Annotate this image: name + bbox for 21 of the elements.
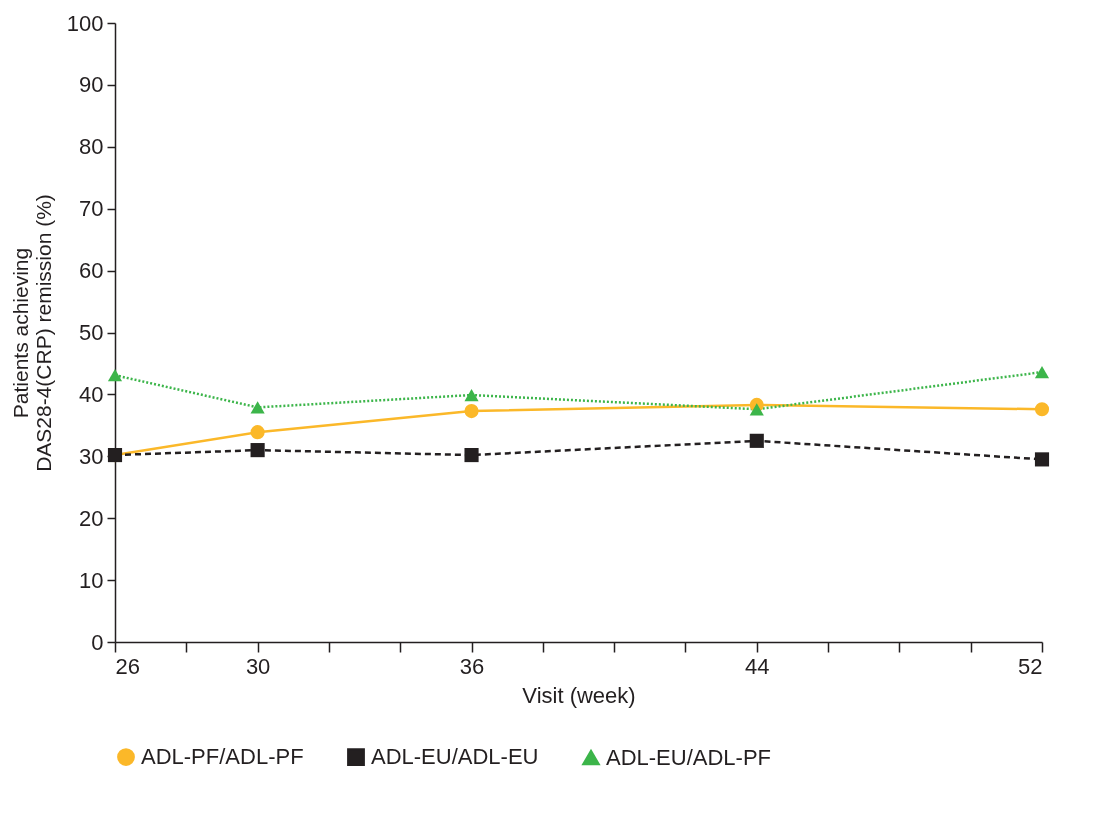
y-axis-title: Patients achieving DAS28-4(CRP) remission (%) <box>8 194 55 472</box>
x-tick-label: 26 <box>115 653 140 679</box>
x-axis-title: Visit (week) <box>522 682 636 708</box>
y-tick-label: 0 <box>91 629 104 655</box>
y-tick-label: 100 <box>66 10 104 36</box>
y-tick-label: 70 <box>79 196 104 222</box>
y-tick-label: 90 <box>79 72 104 98</box>
x-tick-label: 52 <box>1018 653 1043 679</box>
legend-label: ADL-PF/ADL-PF <box>141 744 304 770</box>
x-tick-label: 30 <box>245 653 271 679</box>
y-tick-label: 80 <box>79 134 104 160</box>
y-tick-label: 30 <box>79 443 104 469</box>
x-tick-label: 44 <box>745 653 770 679</box>
y-tick-label: 50 <box>79 320 104 345</box>
legend-label: ADL-EU/ADL-PF <box>606 744 772 770</box>
y-tick-label: 40 <box>79 381 104 407</box>
x-tick-label: 36 <box>459 653 485 679</box>
legend-label: ADL-EU/ADL-EU <box>371 744 539 770</box>
y-tick-label: 60 <box>79 258 104 284</box>
y-tick-label: 20 <box>79 505 104 531</box>
y-tick-label: 10 <box>79 567 104 593</box>
